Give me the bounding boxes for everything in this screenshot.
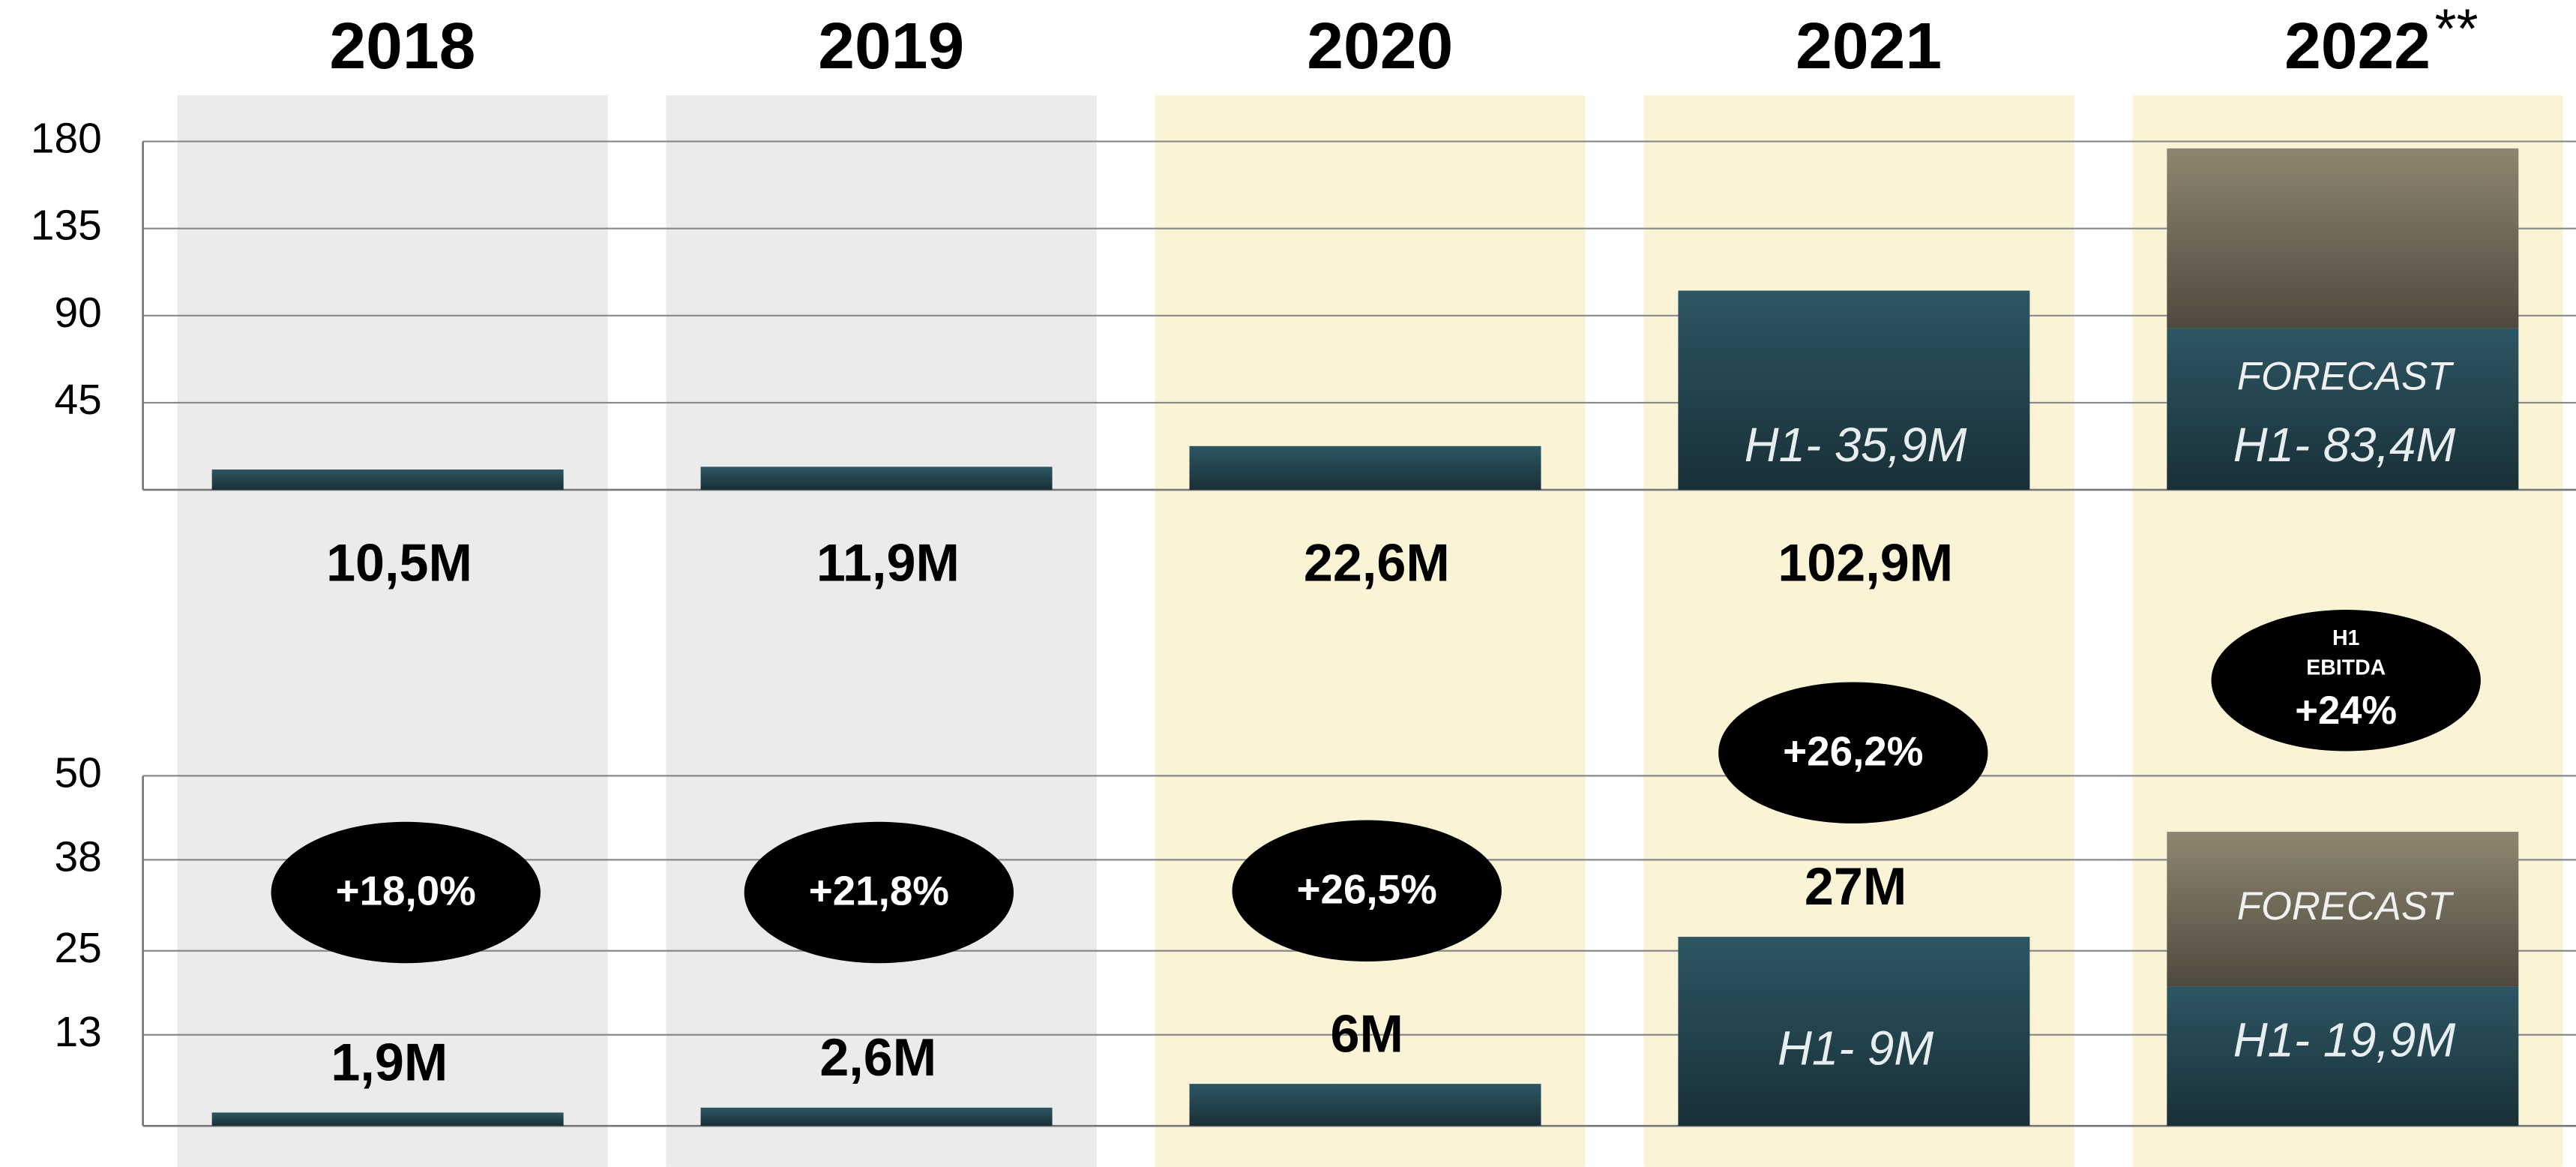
- bar-shade: [1678, 290, 2030, 490]
- margin-badge: [1718, 682, 1988, 824]
- bar-shade: [700, 1107, 1053, 1126]
- margin-label: +21,8%: [809, 868, 949, 914]
- value-label: 11,9M: [816, 534, 960, 592]
- bar-shade: [2167, 328, 2519, 490]
- y-tick-label: 25: [54, 924, 101, 972]
- value-label: FORECAST: [2237, 355, 2455, 399]
- margin-label: +24%: [2295, 688, 2397, 733]
- year-note: **: [2435, 0, 2479, 60]
- value-label: H1- 83,4M: [2233, 418, 2456, 472]
- bar-shade: [2167, 148, 2519, 328]
- margin-badge: [744, 821, 1014, 964]
- value-label: H1- 9M: [1778, 1022, 1933, 1075]
- margin-label: +26,5%: [1297, 866, 1437, 912]
- year-label: 2022: [2284, 9, 2431, 82]
- year-label: 2019: [818, 9, 964, 82]
- year-label: 2021: [1796, 9, 1942, 82]
- y-tick-label: 38: [54, 832, 101, 880]
- y-tick-label: 135: [31, 202, 102, 250]
- column-band: [1155, 95, 1586, 1167]
- bar-shade: [700, 466, 1053, 490]
- margin-badge: [2211, 610, 2481, 752]
- plot: 2018 2019 2020 2021 2022 ** 45 90 135 180 10,5M 11,…: [31, 0, 2576, 1127]
- value-label: 10,5M: [326, 534, 472, 592]
- bar-shade: [2167, 986, 2519, 1126]
- bar-shade: [211, 469, 564, 490]
- bar-shade: [2167, 832, 2519, 987]
- value-label: 27M: [1805, 857, 1907, 916]
- margin-label: +26,2%: [1783, 728, 1923, 774]
- value-label: 6M: [1330, 1004, 1403, 1063]
- margin-caption: H1: [2332, 626, 2360, 650]
- year-label: 2020: [1307, 9, 1453, 82]
- y-tick-label: 13: [54, 1008, 101, 1056]
- margin-caption: EBITDA: [2306, 656, 2386, 680]
- year-label: 2018: [329, 9, 475, 82]
- bar-shade: [211, 1112, 564, 1126]
- bar-shade: [1678, 937, 2030, 1126]
- value-label: 102,9M: [1778, 534, 1953, 592]
- value-label: H1- 35,9M: [1745, 418, 1967, 472]
- value-label: 1,9M: [331, 1034, 448, 1092]
- value-label: 22,6M: [1304, 534, 1450, 592]
- column-band: [666, 95, 1097, 1167]
- bar-shade: [1189, 1084, 1541, 1126]
- value-label: H1- 19,9M: [2233, 1013, 2456, 1066]
- margin-label: +18,0%: [336, 868, 476, 914]
- bar-shade: [1189, 446, 1541, 490]
- value-label: FORECAST: [2237, 884, 2455, 928]
- column-band: [177, 95, 608, 1167]
- y-tick-label: 90: [54, 289, 101, 337]
- margin-badge: [1232, 820, 1502, 962]
- y-tick-label: 45: [54, 376, 101, 424]
- value-label: 2,6M: [819, 1028, 936, 1087]
- y-tick-label: 180: [31, 115, 102, 163]
- margin-badge: [271, 821, 541, 964]
- y-tick-label: 50: [54, 748, 101, 796]
